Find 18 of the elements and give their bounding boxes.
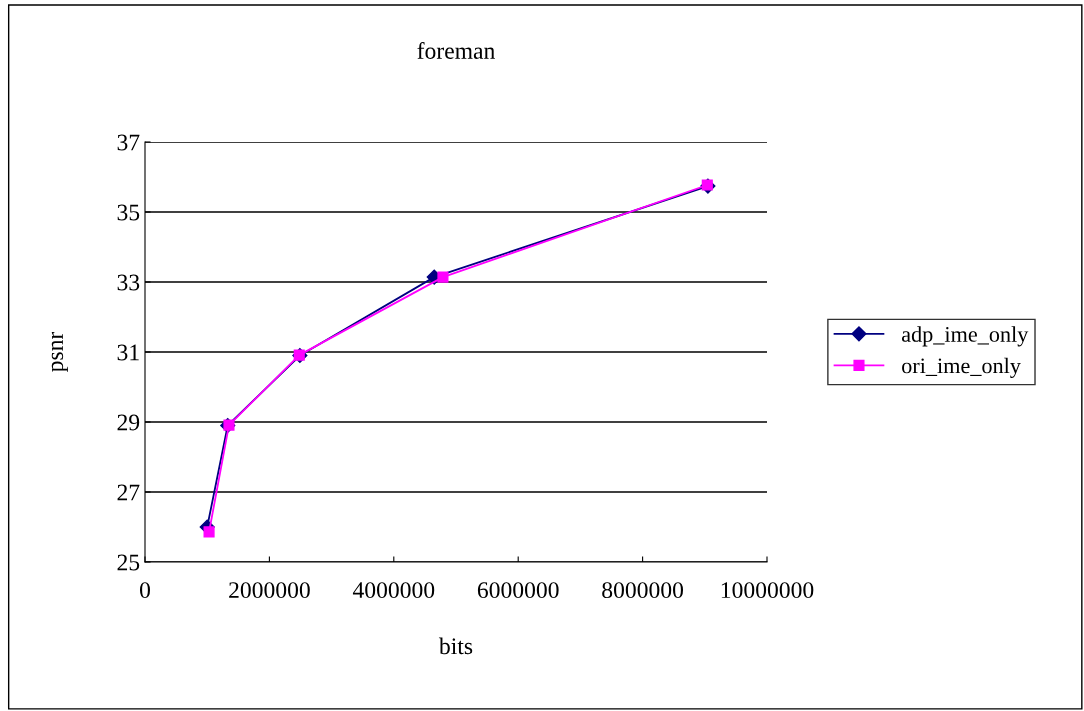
y-tick-label: 35	[117, 204, 140, 221]
y-tick-label: 25	[117, 554, 140, 571]
y-tick-label: 29	[117, 414, 140, 431]
x-tick-label: 6000000	[477, 582, 559, 599]
y-tick-label: 27	[117, 484, 140, 501]
x-tick-label: 2000000	[229, 582, 310, 599]
y-tick-label: 31	[117, 344, 139, 361]
x-axis-title: bits	[438, 637, 473, 655]
y-axis-title: psnr	[51, 331, 68, 372]
x-tick-label: 0	[140, 582, 150, 599]
y-tick-label: 37	[117, 134, 140, 151]
legend-label: adp_ime_only	[901, 326, 1029, 347]
x-tick-label: 4000000	[352, 582, 435, 599]
x-tick-label: 10000000	[721, 582, 814, 599]
chart-title: foreman	[417, 42, 495, 59]
legend-label: ori_ime_only	[902, 357, 1021, 378]
y-tick-label: 33	[117, 274, 140, 291]
x-tick-label: 8000000	[602, 582, 684, 599]
